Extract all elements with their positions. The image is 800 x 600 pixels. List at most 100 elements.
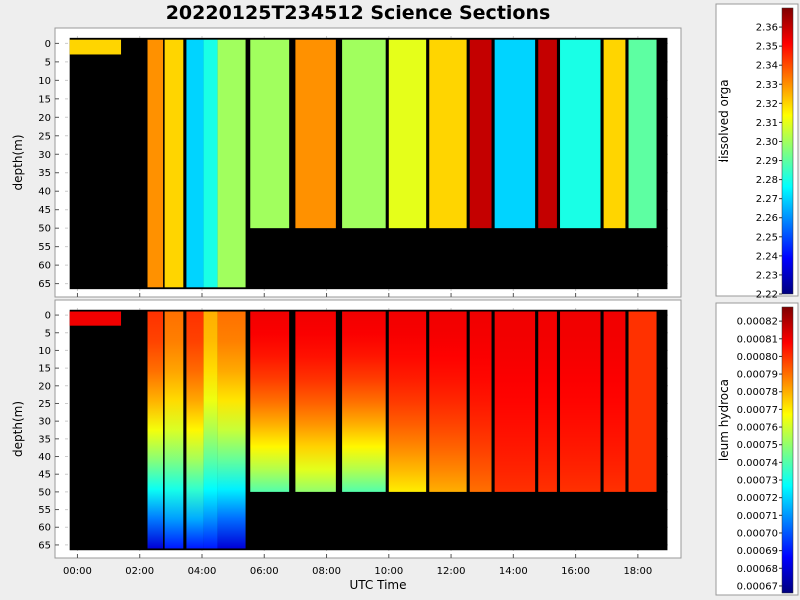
data-section <box>69 311 122 326</box>
colorbar-tick-label: 0.00074 <box>737 458 778 469</box>
colorbar-tick-label: 2.29 <box>756 156 778 167</box>
colorbar-tick-label: 0.00070 <box>737 528 778 539</box>
colorbar: 0.00067 0.00068 0.00069 0.00070 0.00071 0.000… <box>715 294 799 600</box>
colorbar-tick-label: 0.00079 <box>737 370 778 381</box>
y-tick-label: 0 <box>45 39 51 50</box>
y-axis-label: depth(m) <box>11 135 25 191</box>
y-tick-label: 5 <box>45 328 51 339</box>
data-section <box>217 39 246 288</box>
x-tick-label: 06:00 <box>250 566 279 577</box>
colorbar-tick-label: 2.26 <box>756 213 778 224</box>
data-section <box>186 311 204 549</box>
colorbar-tick-label: 0.00068 <box>737 564 778 575</box>
colorbar-tick-label: 0.00080 <box>737 352 778 363</box>
data-section <box>250 39 290 229</box>
data-section <box>603 311 626 492</box>
x-tick-label: 00:00 <box>63 566 92 577</box>
data-section <box>203 311 218 549</box>
data-section <box>494 311 536 492</box>
y-tick-label: 25 <box>38 399 51 410</box>
data-section <box>560 39 601 229</box>
data-section <box>628 39 657 229</box>
colorbar-tick-label: 2.23 <box>756 270 778 281</box>
y-tick-label: 5 <box>45 57 51 68</box>
colorbar-tick-label: 0.00067 <box>737 581 778 592</box>
x-tick-label: 08:00 <box>312 566 341 577</box>
y-tick-label: 50 <box>38 224 51 235</box>
data-section <box>538 39 557 229</box>
data-section <box>469 39 492 229</box>
data-section <box>603 39 626 229</box>
y-tick-label: 65 <box>38 279 51 290</box>
data-section <box>342 39 386 229</box>
x-tick-label: 18:00 <box>623 566 652 577</box>
data-section <box>538 311 557 492</box>
panels: 05101520253035404550556065depth(m)2.222.… <box>11 0 799 600</box>
data-section <box>203 39 218 288</box>
data-section <box>164 39 184 288</box>
colorbar-tick-label: 0.00076 <box>737 423 778 434</box>
y-tick-label: 10 <box>38 346 51 357</box>
colorbar-tick-label: 2.28 <box>756 175 778 186</box>
data-section <box>164 311 184 549</box>
y-tick-label: 15 <box>38 364 51 375</box>
data-section <box>186 39 204 288</box>
colorbar-tick-label: 2.34 <box>756 61 778 72</box>
y-tick-label: 10 <box>38 76 51 87</box>
colorbar-tick-label: 0.00071 <box>737 511 778 522</box>
y-tick-label: 20 <box>38 381 51 392</box>
y-tick-label: 30 <box>38 150 51 161</box>
y-tick-label: 65 <box>38 540 51 551</box>
colorbar-tick-label: 2.31 <box>756 118 778 129</box>
colorbar-tick-label: 0.00073 <box>737 476 778 487</box>
data-section <box>250 311 290 492</box>
chart-title: 20220125T234512 Science Sections <box>166 2 551 24</box>
colorbar-tick-label: 2.27 <box>756 194 778 205</box>
colorbar-tick-label: 2.32 <box>756 99 778 110</box>
data-section <box>147 311 164 549</box>
colorbar-label: LabsSeaOWL UV Apetroleum hydrocarbons (k… <box>717 294 731 600</box>
colorbar-tick-label: 0.00069 <box>737 546 778 557</box>
colorbar-gradient <box>781 7 794 295</box>
x-tick-label: 04:00 <box>188 566 217 577</box>
y-tick-label: 15 <box>38 94 51 105</box>
x-tick-label: 14:00 <box>499 566 528 577</box>
y-tick-label: 35 <box>38 168 51 179</box>
y-tick-label: 45 <box>38 470 51 481</box>
data-section <box>217 311 246 549</box>
colorbar-tick-label: 2.22 <box>756 290 778 301</box>
colorbar-tick-label: 0.00082 <box>737 317 778 328</box>
colorbar-tick-label: 0.00078 <box>737 387 778 398</box>
colorbar-tick-label: 2.35 <box>756 42 778 53</box>
colorbar-tick-label: 2.25 <box>756 232 778 243</box>
y-tick-label: 0 <box>45 311 51 322</box>
data-section <box>147 39 164 288</box>
colorbar: 2.22 2.23 2.24 2.25 2.26 2.27 2.28 2.29 2.30 2.31… <box>715 0 799 319</box>
y-tick-label: 30 <box>38 417 51 428</box>
panel-2: 0 5 10 15 20 25 30 35 40 45 50 55 60 65 00:00 02:00 04:0… <box>11 294 799 600</box>
x-tick-label: 10:00 <box>374 566 403 577</box>
x-tick-label: 02:00 <box>125 566 154 577</box>
colorbar-tick-label: 2.30 <box>756 137 778 148</box>
y-axis-label: depth(m) <box>11 401 25 457</box>
colorbar-tick-label: 0.00072 <box>737 493 778 504</box>
x-axis-label: UTC Time <box>350 578 407 592</box>
colorbar-tick-label: 0.00081 <box>737 334 778 345</box>
y-tick-label: 45 <box>38 205 51 216</box>
data-section <box>469 311 492 492</box>
panel-1: 05101520253035404550556065depth(m)2.222.… <box>11 0 799 319</box>
data-section <box>388 311 427 492</box>
data-section <box>429 311 467 492</box>
y-tick-label: 40 <box>38 452 51 463</box>
colorbar-tick-label: 2.33 <box>756 80 778 91</box>
colorbar-gradient <box>781 306 794 594</box>
y-tick-label: 60 <box>38 523 51 534</box>
y-tick-label: 60 <box>38 261 51 272</box>
data-section <box>342 311 386 492</box>
colorbar-label: Concentration of colored dissolved organ… <box>717 0 731 319</box>
data-section <box>560 311 601 492</box>
x-tick-label: 12:00 <box>437 566 466 577</box>
data-section <box>628 311 657 492</box>
y-tick-label: 55 <box>38 242 51 253</box>
